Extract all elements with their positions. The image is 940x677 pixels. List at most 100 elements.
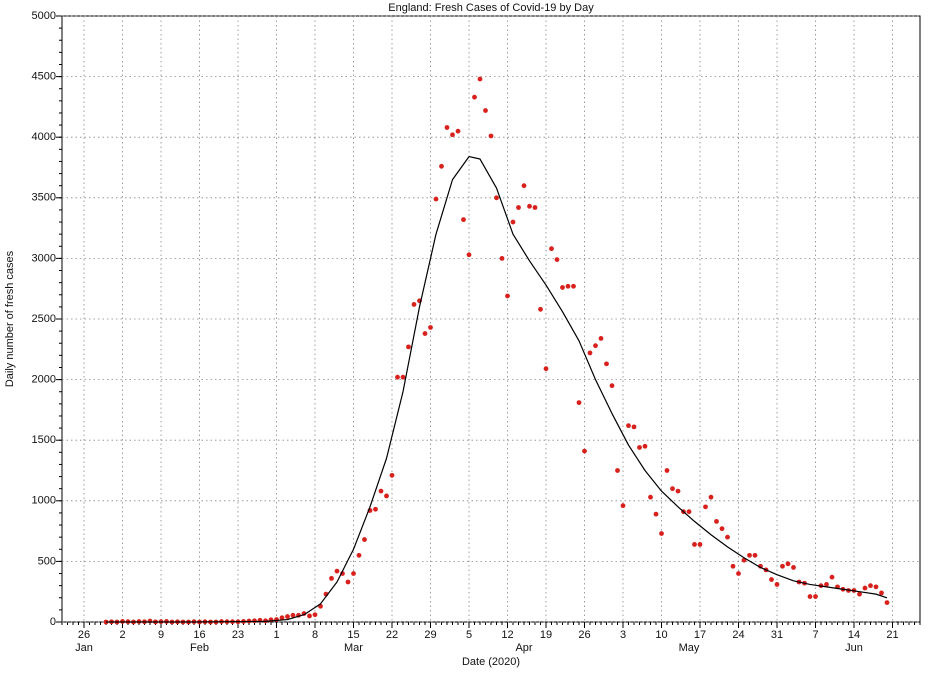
data-point [516,205,521,210]
data-point [334,568,340,574]
data-point [345,579,351,585]
data-point [411,302,417,307]
data-point [521,183,527,189]
data-point [774,582,780,587]
x-tick-label: 15 [347,629,359,641]
data-point [813,594,818,599]
y-tick-label: 3500 [32,192,56,204]
data-point [730,563,736,569]
data-point [824,582,829,587]
data-point [285,614,290,619]
month-label: May [679,642,700,654]
x-tick-label: 9 [158,629,164,641]
data-point [604,361,609,367]
data-point [769,577,774,582]
data-point [488,133,494,139]
data-point [862,585,868,591]
x-tick-label: 26 [578,629,590,641]
data-point [510,219,516,225]
fit-line [106,155,888,623]
y-tick-label: 5000 [32,10,56,22]
data-point [615,468,620,473]
data-point [494,195,499,201]
data-point [356,552,362,558]
data-point [395,374,400,380]
month-label: Mar [344,642,363,654]
data-point [389,472,395,478]
y-axis-label: Daily number of fresh cases [4,250,16,387]
y-tick-label: 3000 [32,252,56,264]
data-point [433,196,439,202]
data-point [373,506,378,512]
y-tick-label: 1500 [32,434,56,446]
data-point [642,443,648,449]
x-tick-label: 19 [540,629,552,641]
data-point [653,511,659,517]
data-point [483,108,488,113]
data-point [279,615,285,621]
y-tick-label: 2000 [32,374,56,386]
month-label: Apr [515,642,532,654]
data-point [593,343,598,349]
data-point [527,203,532,209]
data-point [703,504,708,510]
data-point [422,331,428,336]
month-label: Feb [190,642,209,654]
y-tick-label: 0 [50,616,56,628]
x-tick-label: 3 [620,629,626,641]
data-point [120,618,125,624]
data-point [466,252,472,258]
data-point [785,561,791,567]
chart-title: England: Fresh Cases of Covid-19 by Day [388,2,594,14]
x-tick-label: 8 [312,629,318,641]
data-point [252,618,257,624]
data-point [549,246,554,252]
x-tick-label: 29 [424,629,436,641]
data-point [571,283,576,289]
data-point [868,583,873,589]
data-point [609,383,615,389]
month-label: Jun [845,642,863,654]
data-point [329,575,334,581]
data-point [598,335,604,341]
x-axis-label: Date (2020) [462,656,520,668]
x-tick-label: 23 [232,629,244,641]
x-tick-label: 21 [886,629,898,641]
data-point [659,531,664,536]
x-tick-label: 2 [119,629,125,641]
data-point [626,423,631,429]
data-point [477,76,483,82]
x-tick-label: 26 [78,629,90,641]
x-tick-label: 22 [386,629,398,641]
data-point [472,94,477,100]
data-point [670,486,675,492]
data-point [450,132,455,138]
x-tick-label: 14 [848,629,860,641]
x-tick-label: 12 [501,629,513,641]
x-tick-label: 5 [466,629,472,641]
y-tick-label: 1000 [32,495,56,507]
data-point [538,306,543,312]
data-point [444,125,450,130]
data-point [455,128,461,134]
x-tick-label: 1 [273,629,279,641]
data-point [378,488,384,494]
data-point [664,468,670,473]
data-point [780,563,785,569]
data-point [719,526,725,532]
data-point [736,571,741,576]
x-tick-label: 10 [655,629,667,641]
data-point [312,612,318,618]
data-point [587,350,593,356]
data-point [752,552,758,558]
data-point [543,366,549,372]
data-point [164,618,169,624]
data-point [461,217,466,223]
data-point [582,448,587,454]
data-point [620,503,626,509]
data-point [708,494,714,500]
data-point [857,591,862,597]
data-point [675,488,681,494]
data-point [147,618,153,624]
